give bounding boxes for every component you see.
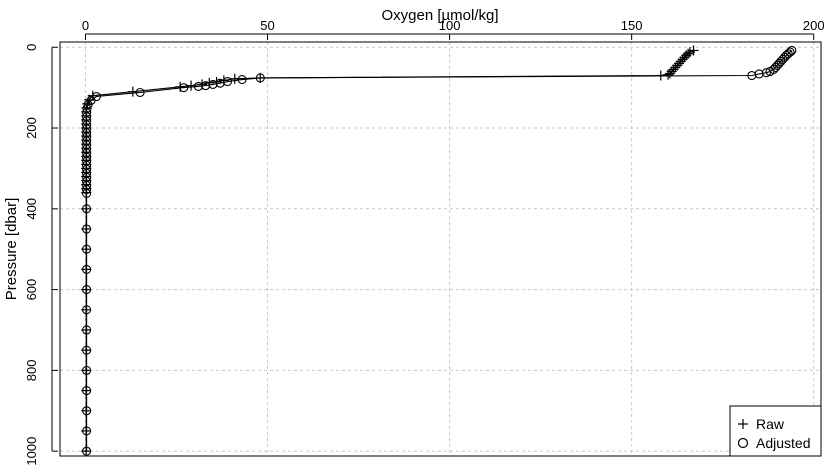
data-point-adjusted: [82, 446, 92, 456]
data-point-adjusted: [765, 66, 775, 77]
data-point-adjusted: [135, 87, 145, 98]
y-tick-label: 400: [24, 198, 39, 220]
legend-marker-raw: [738, 419, 748, 429]
data-point-adjusted: [82, 244, 92, 254]
x-tick-label: 200: [803, 18, 825, 33]
data-point-adjusted: [201, 81, 211, 91]
data-point-adjusted: [82, 184, 92, 194]
data-point-raw: [664, 68, 675, 79]
x-tick-label: 50: [260, 18, 274, 33]
axes: 0 50 100 150 200 0 200 400 600 800 1000: [24, 18, 825, 465]
legend-marker-adjusted: [737, 437, 749, 449]
legend-label-raw: Raw: [756, 416, 785, 432]
data-point-adjusted: [82, 305, 92, 315]
data-point-adjusted: [215, 78, 225, 88]
data-point-adjusted: [82, 264, 92, 274]
data-point-adjusted: [82, 386, 92, 396]
y-tick-label: 600: [24, 279, 39, 301]
x-axis-label: Oxygen [µmol/kg]: [381, 7, 498, 24]
plot-frame: [59, 41, 822, 457]
data-point-adjusted: [237, 75, 247, 85]
data-point-adjusted: [761, 68, 771, 78]
y-tick-label: 0: [24, 44, 39, 51]
series-line-raw: [85, 49, 694, 452]
data-point-adjusted: [82, 188, 92, 199]
data-point-adjusted: [179, 83, 189, 93]
x-tick-label: 150: [621, 18, 643, 33]
data-point-adjusted: [82, 406, 92, 416]
x-tick-label: 0: [82, 18, 89, 33]
data-points: [81, 45, 797, 457]
data-point-adjusted: [82, 365, 92, 375]
series-lines: [85, 49, 793, 452]
legend: Raw Adjusted: [729, 405, 822, 457]
grid: [60, 42, 821, 456]
data-point-raw: [655, 70, 666, 81]
legend-label-adjusted: Adjusted: [756, 435, 810, 451]
data-point-raw: [663, 69, 674, 80]
y-tick-label: 1000: [24, 437, 39, 465]
data-point-adjusted: [82, 224, 92, 234]
data-point-raw: [255, 72, 266, 83]
x-tick-label: 100: [439, 18, 461, 33]
y-tick-label: 200: [24, 117, 39, 139]
data-point-adjusted: [255, 73, 265, 83]
data-point-adjusted: [747, 70, 757, 81]
data-point-adjusted: [208, 79, 218, 89]
data-point-adjusted: [82, 204, 92, 214]
data-point-adjusted: [82, 345, 92, 355]
data-point-adjusted: [193, 81, 203, 91]
data-point-adjusted: [82, 325, 92, 335]
series-line-adjusted: [86, 50, 793, 452]
data-point-adjusted: [82, 285, 92, 295]
data-point-adjusted: [82, 426, 92, 436]
legend-box: [729, 405, 822, 457]
y-axis-label: Pressure [dbar]: [3, 198, 20, 301]
y-tick-label: 800: [24, 360, 39, 382]
